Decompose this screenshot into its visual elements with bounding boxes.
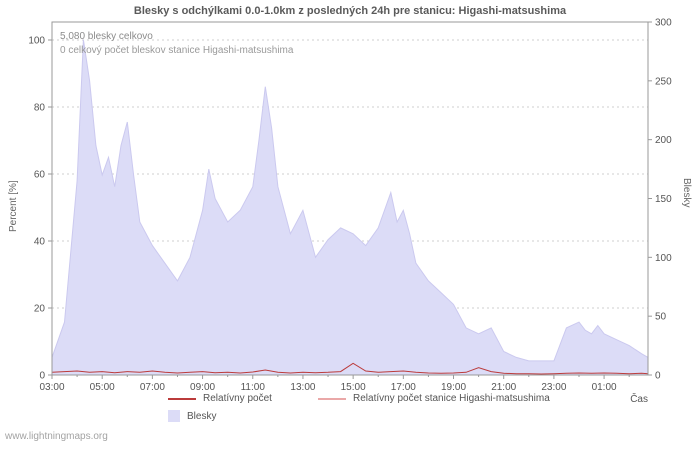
- right-tick-label: 150: [655, 194, 672, 205]
- x-tick-label: 15:00: [341, 382, 366, 393]
- legend-label: Relatívny počet: [203, 393, 272, 404]
- right-tick-label: 250: [655, 76, 672, 87]
- x-tick-label: 09:00: [190, 382, 215, 393]
- x-tick-label: 17:00: [391, 382, 416, 393]
- right-tick-label: 200: [655, 135, 672, 146]
- pink-line-swatch-icon: [318, 397, 346, 400]
- legend-item-station-relative-count: Relatívny počet stanice Higashi-matsushi…: [318, 393, 550, 404]
- total-strikes-annotation: 5,080 blesky celkovo: [60, 31, 153, 42]
- area-series-blesky: [51, 39, 649, 376]
- x-tick-label: 13:00: [290, 382, 315, 393]
- left-axis-label: Percent [%]: [8, 180, 19, 232]
- left-tick-label: 40: [34, 237, 46, 248]
- left-tick-label: 0: [39, 371, 45, 382]
- watermark: www.lightningmaps.org: [5, 431, 108, 442]
- legend-label: Relatívny počet stanice Higashi-matsushi…: [353, 393, 550, 404]
- x-tick-label: 19:00: [441, 382, 466, 393]
- red-line-swatch-icon: [168, 397, 196, 400]
- right-tick-label: 100: [655, 253, 672, 264]
- area-swatch-icon: [168, 410, 180, 422]
- x-tick-label: 21:00: [491, 382, 516, 393]
- right-tick-label: 300: [655, 18, 672, 29]
- x-tick-label: 07:00: [140, 382, 165, 393]
- x-tick-label: 11:00: [241, 382, 266, 393]
- x-tick-label: 01:00: [592, 382, 617, 393]
- x-axis-label: Čas: [630, 394, 648, 405]
- left-tick-label: 60: [34, 170, 46, 181]
- right-axis-label: Blesky: [681, 178, 692, 208]
- line-series-relat-vny-po-et: [51, 362, 649, 375]
- chart-title: Blesky s odchýlkami 0.0-1.0km z posledný…: [133, 5, 567, 17]
- x-tick-label: 03:00: [39, 382, 64, 393]
- left-tick-label: 80: [34, 103, 46, 114]
- x-tick-label: 23:00: [541, 382, 566, 393]
- legend-item-relative-count: Relatívny počet: [168, 393, 272, 404]
- left-tick-label: 100: [28, 36, 45, 47]
- legend-label: Blesky: [187, 410, 217, 422]
- right-tick-label: 50: [655, 312, 667, 323]
- left-tick-label: 20: [34, 304, 46, 315]
- x-tick-label: 05:00: [90, 382, 115, 393]
- right-tick-label: 0: [655, 371, 661, 382]
- station-strikes-annotation: 0 celkový počet bleskov stanice Higashi-…: [60, 45, 294, 56]
- legend-item-blesky: Blesky: [168, 410, 216, 422]
